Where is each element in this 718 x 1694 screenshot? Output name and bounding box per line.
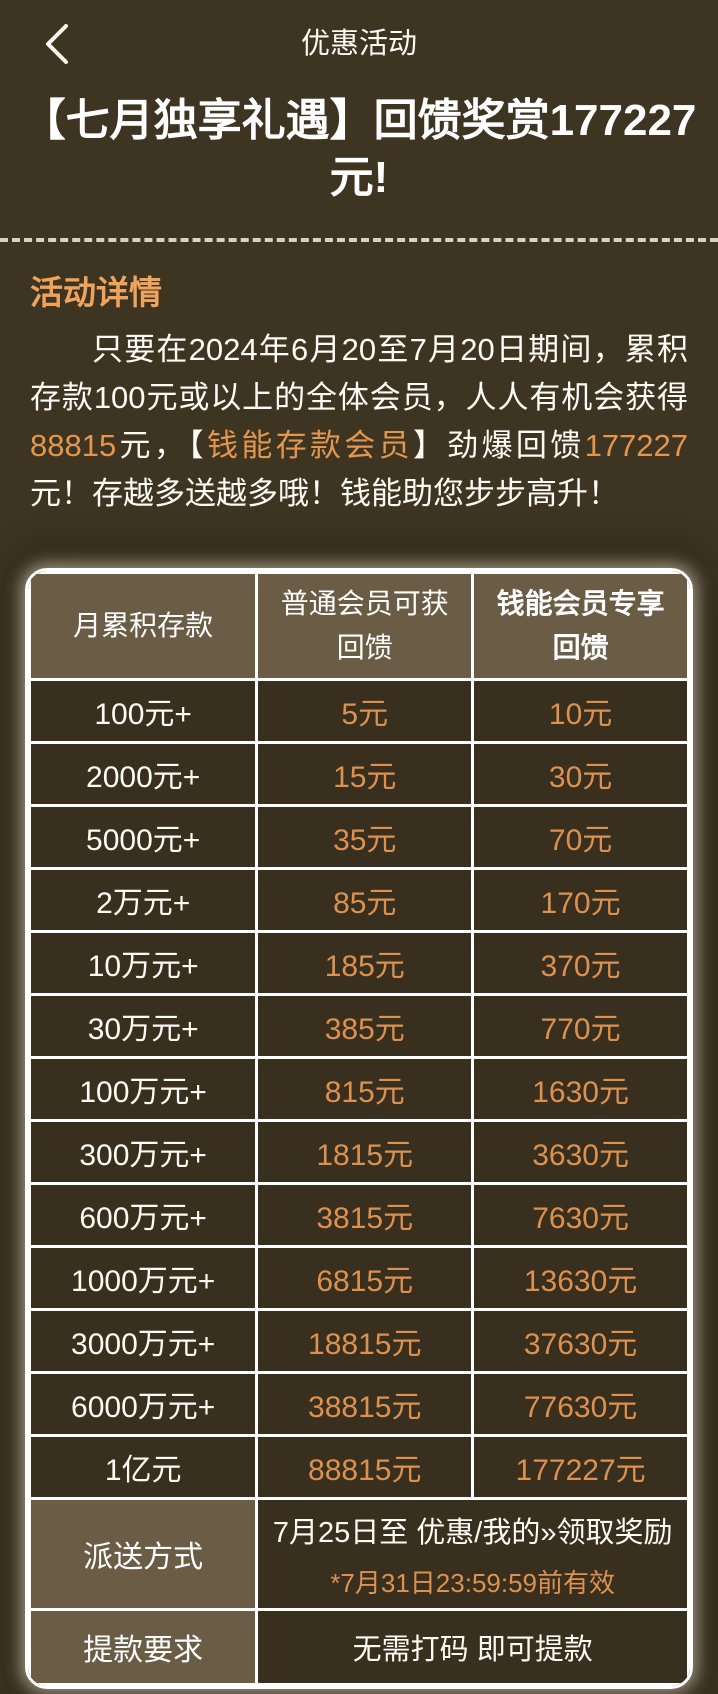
activity-paragraph: 只要在2024年6月20至7月20日期间，累积存款100元或以上的全体会员，人人…	[30, 326, 688, 518]
tier-cell: 2000元+	[28, 741, 259, 807]
rewards-table-head: 月累积存款 普通会员可获回馈 钱能会员专享回馈	[28, 571, 690, 681]
tier-cell: 10万元+	[28, 930, 259, 996]
reward-cell: 77630元	[471, 1371, 690, 1437]
tier-cell: 1000万元+	[28, 1245, 259, 1311]
delivery-value: 7月25日至 优惠/我的»领取奖励	[272, 1516, 673, 1549]
reward-cell: 385元	[255, 993, 475, 1059]
reward-cell: 1630元	[471, 1056, 690, 1122]
paragraph-text: 只要在2024年6月20至7月20日期间，累积存款100元或以上的全体会员，人人…	[30, 332, 688, 415]
nav-title: 优惠活动	[300, 28, 417, 60]
tier-cell: 100元+	[28, 678, 259, 744]
dashed-divider	[0, 238, 718, 242]
highlight-text: 88815	[30, 428, 117, 463]
reward-cell: 185元	[255, 930, 475, 996]
table-row: 30万元+ 385元 770元	[28, 993, 690, 1059]
table-row: 2万元+ 85元 170元	[28, 867, 690, 933]
table-row: 6000万元+ 38815元 77630元	[28, 1371, 690, 1437]
withdraw-value: 无需打码 即可提款	[255, 1608, 690, 1686]
reward-cell: 170元	[471, 867, 690, 933]
table-row: 10万元+ 185元 370元	[28, 930, 690, 996]
section-title: 活动详情	[30, 274, 162, 311]
tier-cell: 5000元+	[28, 804, 259, 870]
nav-bar: 优惠活动	[0, 0, 718, 88]
reward-cell: 3815元	[255, 1182, 475, 1248]
reward-cell: 38815元	[255, 1371, 475, 1437]
table-row: 300万元+ 1815元 3630元	[28, 1119, 690, 1185]
header-vip-member: 钱能会员专享回馈	[471, 571, 690, 681]
back-button[interactable]	[36, 20, 80, 70]
withdraw-label: 提款要求	[28, 1608, 259, 1686]
reward-cell: 13630元	[471, 1245, 690, 1311]
table-row: 100元+ 5元 10元	[28, 678, 690, 744]
highlight-text: 钱能存款会员	[207, 428, 413, 463]
table-row: 3000万元+ 18815元 37630元	[28, 1308, 690, 1374]
table-row: 1亿元 88815元 177227元	[28, 1434, 690, 1500]
header-deposit: 月累积存款	[28, 571, 259, 681]
reward-cell: 177227元	[471, 1434, 690, 1500]
reward-cell: 6815元	[255, 1245, 475, 1311]
reward-cell: 70元	[471, 804, 690, 870]
reward-cell: 5元	[255, 678, 475, 744]
paragraph-text: 元！存越多送越多哦！钱能助您步步高升！	[30, 476, 619, 511]
rewards-table: 月累积存款 普通会员可获回馈 钱能会员专享回馈 100元+ 5元 10元 2000元+…	[28, 571, 690, 1686]
reward-cell: 815元	[255, 1056, 475, 1122]
rewards-tbody: 100元+ 5元 10元 2000元+ 15元 30元 5000元+ 35元 70元 2万元+ 85…	[28, 678, 690, 1500]
reward-cell: 370元	[471, 930, 690, 996]
reward-cell: 7630元	[471, 1182, 690, 1248]
table-row: 5000元+ 35元 70元	[28, 804, 690, 870]
reward-cell: 3630元	[471, 1119, 690, 1185]
reward-cell: 770元	[471, 993, 690, 1059]
delivery-value-cell: 7月25日至 优惠/我的»领取奖励 *7月31日23:59:59前有效	[255, 1497, 690, 1611]
highlight-text: 177227	[584, 428, 689, 463]
paragraph-text: 】劲爆回馈	[412, 428, 585, 463]
reward-cell: 85元	[255, 867, 475, 933]
reward-cell: 88815元	[255, 1434, 475, 1500]
tier-cell: 1亿元	[28, 1434, 259, 1500]
reward-cell: 37630元	[471, 1308, 690, 1374]
table-row: 1000万元+ 6815元 13630元	[28, 1245, 690, 1311]
rewards-table-wrap: 月累积存款 普通会员可获回馈 钱能会员专享回馈 100元+ 5元 10元 2000元+…	[25, 568, 693, 1689]
tier-cell: 30万元+	[28, 993, 259, 1059]
table-row: 600万元+ 3815元 7630元	[28, 1182, 690, 1248]
header-row: 月累积存款 普通会员可获回馈 钱能会员专享回馈	[28, 571, 690, 681]
reward-cell: 18815元	[255, 1308, 475, 1374]
tier-cell: 600万元+	[28, 1182, 259, 1248]
delivery-note: *7月31日23:59:59前有效	[330, 1567, 616, 1598]
reward-cell: 1815元	[255, 1119, 475, 1185]
delivery-label: 派送方式	[28, 1497, 259, 1611]
rewards-table-footer: 派送方式 7月25日至 优惠/我的»领取奖励 *7月31日23:59:59前有效…	[28, 1497, 690, 1686]
chevron-left-icon	[38, 24, 78, 71]
header-normal-member: 普通会员可获回馈	[255, 571, 475, 681]
reward-cell: 10元	[471, 678, 690, 744]
tier-cell: 6000万元+	[28, 1371, 259, 1437]
reward-cell: 35元	[255, 804, 475, 870]
table-row: 100万元+ 815元 1630元	[28, 1056, 690, 1122]
tier-cell: 300万元+	[28, 1119, 259, 1185]
table-row: 2000元+ 15元 30元	[28, 741, 690, 807]
tier-cell: 2万元+	[28, 867, 259, 933]
promo-title: 【七月独享礼遇】回馈奖赏177227元!	[21, 96, 697, 202]
tier-cell: 100万元+	[28, 1056, 259, 1122]
tier-cell: 3000万元+	[28, 1308, 259, 1374]
reward-cell: 15元	[255, 741, 475, 807]
reward-cell: 30元	[471, 741, 690, 807]
table-row-delivery: 派送方式 7月25日至 优惠/我的»领取奖励 *7月31日23:59:59前有效	[28, 1497, 690, 1611]
paragraph-text: 元，【	[116, 428, 208, 463]
table-row-withdraw: 提款要求 无需打码 即可提款	[28, 1608, 690, 1686]
